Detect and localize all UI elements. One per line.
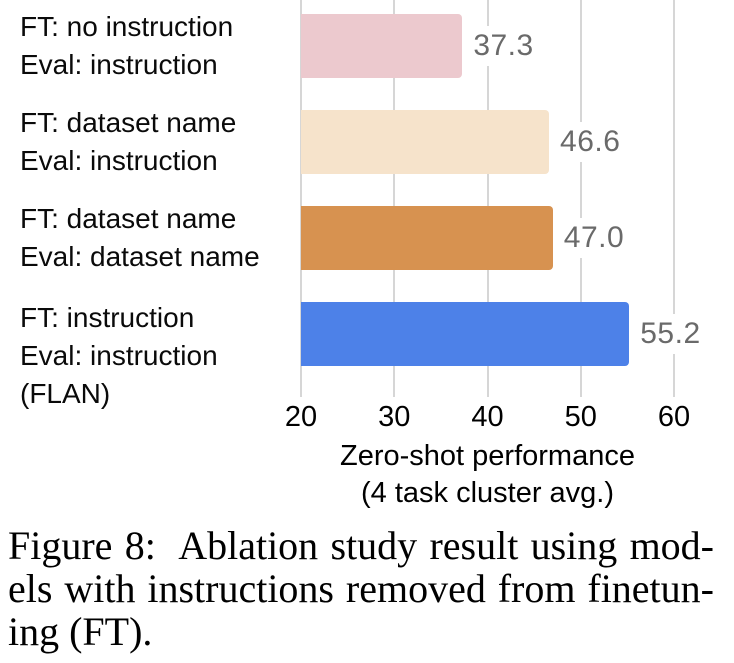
category-label-line: FT: no instruction <box>20 11 234 42</box>
category-label-line: FT: instruction <box>20 302 195 333</box>
value-label: 55.2 <box>635 314 706 354</box>
category-label-line: FT: dataset name <box>20 107 237 138</box>
value-label: 37.3 <box>468 26 539 66</box>
category-label-line: (FLAN) <box>20 378 111 409</box>
category-label: FT: no instruction Eval: instruction <box>20 8 233 84</box>
bar-chart: 20 30 40 50 60 FT: no instruction Eval: instru… <box>20 0 706 433</box>
category-label-line: Eval: instruction <box>20 145 218 176</box>
bar <box>301 302 630 366</box>
bar <box>301 110 550 174</box>
gridline <box>393 0 396 397</box>
bar <box>301 14 463 78</box>
bar <box>301 206 553 270</box>
gridline <box>486 0 489 397</box>
gridline <box>673 0 675 397</box>
x-axis-title-line1: Zero-shot performance <box>340 440 635 472</box>
caption-line: Figure 8: Ablation study result using mo… <box>8 523 714 568</box>
figure-caption: Figure 8: Ablation study result using mo… <box>8 524 714 653</box>
gridline <box>579 0 582 397</box>
gridline <box>300 0 302 397</box>
caption-line: ing (FT). <box>8 609 153 654</box>
x-tick-label: 20 <box>284 401 318 433</box>
category-label-line: FT: dataset name <box>20 203 237 234</box>
value-label: 47.0 <box>558 218 630 258</box>
x-axis-title-line2: (4 task cluster avg.) <box>360 477 615 509</box>
x-tick-label: 60 <box>657 401 691 433</box>
x-axis-title: Zero-shot performance (4 task cluster av… <box>301 438 674 512</box>
category-label: FT: instruction Eval: instruction (FLAN) <box>20 299 218 413</box>
value-label: 46.6 <box>555 122 626 162</box>
x-tick-label: 50 <box>564 401 597 433</box>
category-label-line: Eval: dataset name <box>20 241 260 272</box>
category-label-line: Eval: instruction <box>20 49 218 80</box>
category-label: FT: dataset name Eval: dataset name <box>20 200 260 276</box>
x-tick-label: 40 <box>471 401 504 433</box>
x-tick-label: 30 <box>378 401 411 433</box>
category-label-line: Eval: instruction <box>20 340 218 371</box>
category-label: FT: dataset name Eval: instruction <box>20 104 236 180</box>
caption-line: els with instructions removed from finet… <box>8 566 714 611</box>
